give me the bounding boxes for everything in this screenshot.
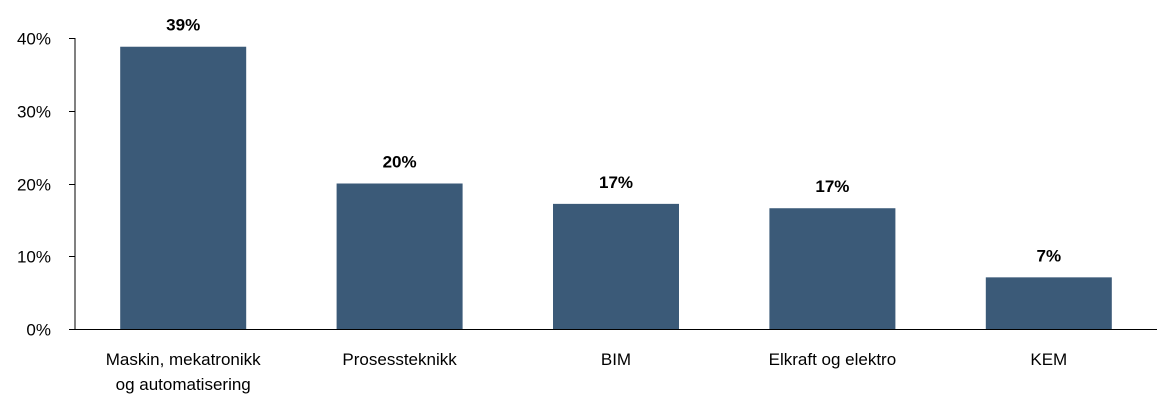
data-labels: 39% 20% 17% 17% 7% <box>166 16 1061 266</box>
x-category-label: KEM <box>1030 350 1067 369</box>
bar <box>985 277 1112 329</box>
bar-value-label: 17% <box>815 177 849 196</box>
y-tick-label: 10% <box>17 248 51 267</box>
x-axis: Maskin, mekatronikk og automatisering Pros… <box>75 329 1157 394</box>
x-category-label: Maskin, mekatronikk <box>106 350 261 369</box>
bar <box>120 46 247 329</box>
y-tick-label: 0% <box>26 321 51 340</box>
bar-value-label: 17% <box>599 173 633 192</box>
bar <box>769 208 896 329</box>
bar-value-label: 39% <box>166 16 200 35</box>
x-category-label: og automatisering <box>116 375 251 394</box>
y-tick-label: 30% <box>17 103 51 122</box>
bar <box>553 203 679 329</box>
x-category-label: BIM <box>601 350 631 369</box>
bar <box>336 183 463 329</box>
x-category-label: Prosessteknikk <box>342 350 457 369</box>
y-axis: 0% 10% 20% 30% 40% <box>17 30 76 340</box>
bar-value-label: 20% <box>383 153 417 172</box>
bars <box>120 46 1112 329</box>
x-category-label: Elkraft og elektro <box>769 350 897 369</box>
y-tick-label: 40% <box>17 30 51 49</box>
bar-value-label: 7% <box>1037 246 1062 265</box>
y-tick-label: 20% <box>17 176 51 195</box>
